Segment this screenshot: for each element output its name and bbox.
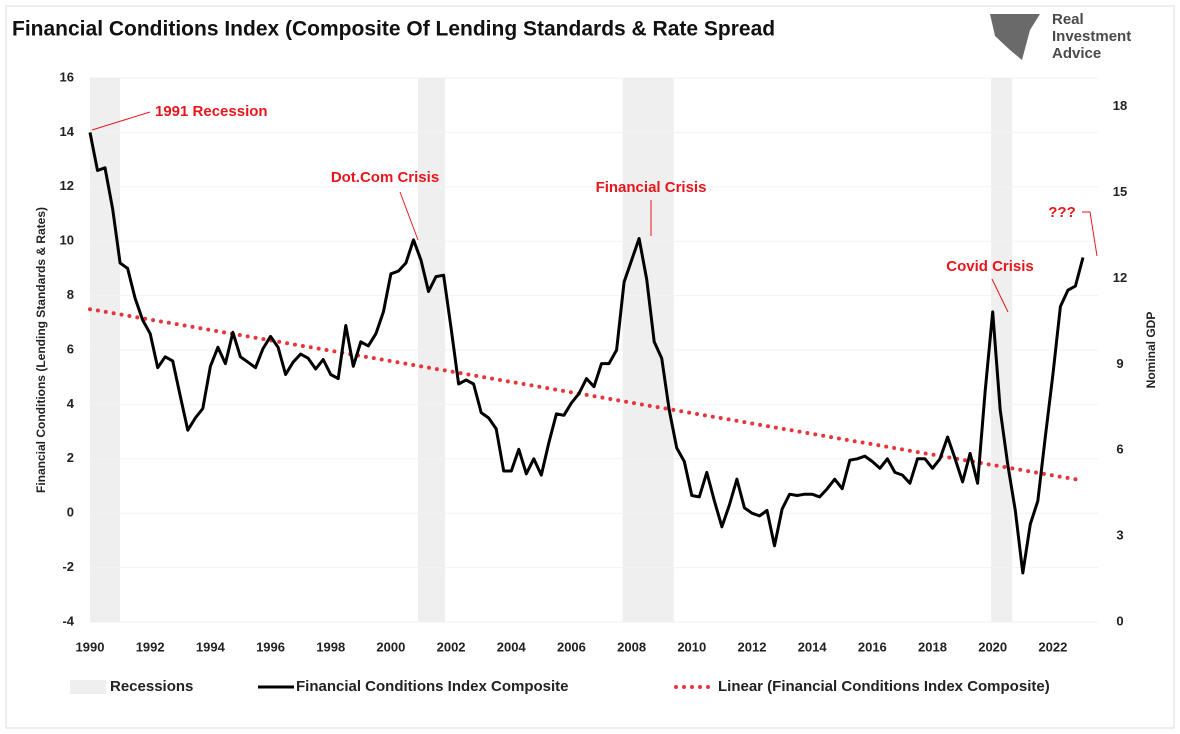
y2-tick-label: 0 [1116,613,1123,628]
legend-label: Financial Conditions Index Composite [296,678,569,695]
logo-text: Advice [1052,45,1101,62]
y-tick-label: 4 [67,396,75,411]
y-tick-label: -2 [62,559,74,574]
logo-icon [990,14,1040,60]
x-tick-label: 2002 [437,639,466,654]
legend-swatch [70,680,106,694]
annotation-pointer [399,191,419,241]
x-tick-label: 1998 [316,639,345,654]
y2-tick-label: 3 [1116,528,1123,543]
annotation: Dot.Com Crisis [331,169,439,186]
annotation: ??? [1048,204,1076,221]
logo-text: Investment [1052,28,1131,45]
frame [5,5,1175,729]
y-tick-label: 14 [60,124,75,139]
x-tick-label: 2016 [858,639,887,654]
x-tick-label: 1990 [76,639,105,654]
legend-label: Linear (Financial Conditions Index Compo… [718,678,1050,695]
y-tick-label: -4 [62,613,74,628]
trend-line [88,307,1085,483]
y-tick-label: 0 [67,505,74,520]
y-tick-label: 2 [67,450,74,465]
y-tick-label: 16 [60,69,74,84]
annotation: 1991 Recession [155,103,268,120]
y2-tick-label: 12 [1113,270,1127,285]
y-tick-label: 6 [67,341,74,356]
x-tick-label: 2010 [677,639,706,654]
x-tick-label: 2004 [497,639,527,654]
y2-tick-label: 9 [1116,356,1123,371]
annotation-pointer [91,111,151,131]
y-tick-label: 10 [60,233,74,248]
logo-text: Real [1052,11,1084,28]
x-tick-label: 2020 [978,639,1007,654]
legend-label: Recessions [110,678,193,695]
y2-tick-label: 6 [1116,442,1123,457]
x-tick-label: 2022 [1038,639,1067,654]
annotation: Covid Crisis [946,258,1034,275]
x-tick-label: 1994 [196,639,226,654]
y2-tick-label: 18 [1113,98,1127,113]
x-tick-label: 2008 [617,639,646,654]
x-tick-label: 2006 [557,639,586,654]
x-tick-label: 1992 [136,639,165,654]
y-axis-label: Financial Conditions (Lending Standards … [34,207,48,493]
annotation: Financial Crisis [596,179,707,196]
y-tick-label: 12 [60,178,74,193]
annotation-pointer [991,278,1009,313]
chart-title: Financial Conditions Index (Composite Of… [12,18,775,41]
annotation-pointer [1082,211,1098,257]
y2-axis-label: Nominal GDP [1144,312,1158,389]
y-tick-label: 8 [67,287,74,302]
data-line [88,132,1085,575]
x-tick-label: 1996 [256,639,285,654]
y2-tick-label: 15 [1113,184,1127,199]
x-tick-label: 2012 [738,639,767,654]
x-tick-label: 2014 [798,639,828,654]
x-tick-label: 2018 [918,639,947,654]
x-tick-label: 2000 [376,639,405,654]
